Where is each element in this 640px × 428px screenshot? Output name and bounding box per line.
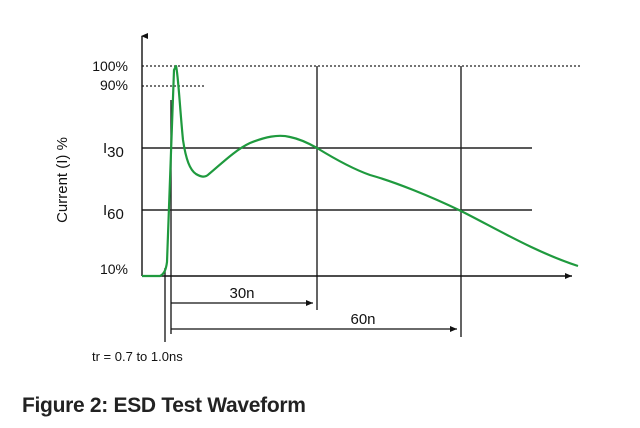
tick-i30-sub: 30 [107, 144, 124, 161]
dim-60n-label: 60n [350, 311, 375, 328]
esd-waveform-curve [142, 64, 579, 278]
dim-30n-label: 30n [229, 285, 254, 302]
tick-i30-main: I [103, 140, 107, 157]
tick-100-percent: 100% [92, 58, 128, 74]
rise-time-label: tr = 0.7 to 1.0ns [92, 349, 183, 364]
tick-i30: I30 [103, 140, 124, 161]
figure-caption: Figure 2: ESD Test Waveform [22, 394, 306, 417]
y-axis-title: Current (I) % [54, 137, 71, 223]
tick-i60-sub: 60 [107, 206, 124, 223]
tick-10-percent: 10% [100, 261, 128, 277]
tick-90-percent: 90% [100, 77, 128, 93]
tick-i60: I60 [103, 202, 124, 223]
tick-i60-main: I [103, 202, 107, 219]
